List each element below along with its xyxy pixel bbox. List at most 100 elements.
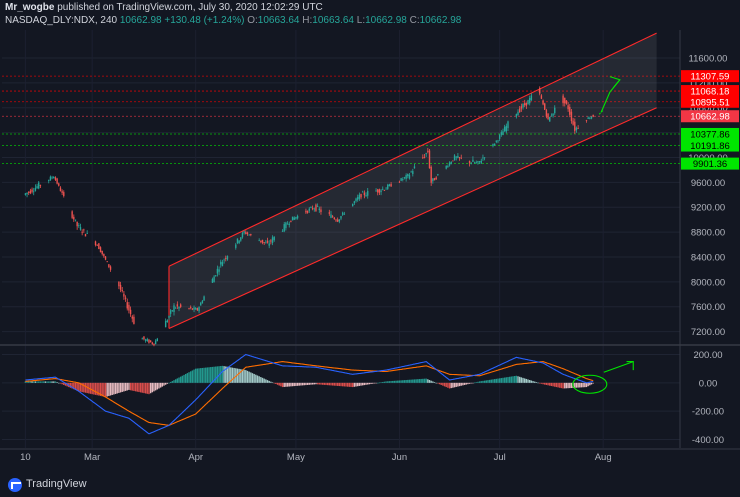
low-label: L: xyxy=(356,15,366,26)
candle-body xyxy=(195,308,197,310)
histogram-bar xyxy=(465,382,467,385)
candle-body xyxy=(549,117,551,122)
candle-body xyxy=(452,160,454,162)
candle-body xyxy=(36,186,38,189)
candle-body xyxy=(432,178,434,182)
histogram-bar xyxy=(562,382,564,389)
candle-body xyxy=(387,184,389,189)
histogram-bar xyxy=(44,381,47,383)
macd-highlight-ellipse xyxy=(572,374,608,394)
candle-body xyxy=(552,113,554,116)
histogram-bar xyxy=(560,382,563,389)
histogram-bar xyxy=(570,382,573,388)
candle-body xyxy=(261,239,264,243)
histogram-bar xyxy=(71,382,73,389)
histogram-bar xyxy=(48,381,50,383)
candle-body xyxy=(574,121,576,132)
candle-body xyxy=(131,316,133,319)
histogram-bar xyxy=(527,379,529,383)
histogram-bar xyxy=(520,377,523,383)
candle-body xyxy=(188,308,190,309)
histogram-bar xyxy=(575,382,578,388)
histogram-bar xyxy=(203,367,205,383)
candle-body xyxy=(103,253,105,257)
histogram-bar xyxy=(417,379,419,383)
histogram-bar xyxy=(245,370,247,383)
histogram-bar xyxy=(205,367,207,383)
histogram-bar xyxy=(585,382,588,388)
histogram-bar xyxy=(141,382,143,393)
candle-body xyxy=(547,113,549,120)
histogram-bar xyxy=(517,376,519,383)
symbol-name[interactable]: NASDAQ_DLY:NDX, 240 xyxy=(5,15,118,26)
histogram-bar xyxy=(564,382,566,389)
histogram-bar xyxy=(171,381,174,383)
histogram-bar xyxy=(547,382,549,386)
candle-body xyxy=(213,276,215,283)
candle-body xyxy=(171,310,174,312)
candle-body xyxy=(34,187,37,191)
histogram-bar xyxy=(375,382,377,384)
histogram-bar xyxy=(574,382,576,388)
candle-body xyxy=(54,177,57,180)
histogram-bar xyxy=(443,382,446,387)
histogram-bar xyxy=(213,366,215,383)
histogram-bar xyxy=(323,382,326,385)
candle-body xyxy=(400,178,402,181)
histogram-bar xyxy=(440,382,442,385)
candle-body xyxy=(198,306,200,312)
candle-body xyxy=(502,131,504,136)
candle-body xyxy=(570,111,573,121)
histogram-bar xyxy=(139,382,142,393)
histogram-bar xyxy=(111,382,113,395)
histogram-bar xyxy=(453,382,456,388)
candle-body xyxy=(577,127,579,129)
price-level-label: 10895.51 xyxy=(690,97,730,108)
high-value: 10663.64 xyxy=(312,15,354,26)
candle-body xyxy=(178,306,180,309)
candle-body xyxy=(293,217,295,220)
candle-body xyxy=(363,192,366,196)
histogram-bar xyxy=(392,380,394,383)
histogram-bar xyxy=(313,382,315,385)
candle-body xyxy=(308,208,310,211)
histogram-bar xyxy=(253,373,255,383)
candle-body xyxy=(503,126,506,132)
histogram-bar xyxy=(190,371,192,383)
histogram-bar xyxy=(587,382,589,387)
candle-body xyxy=(288,223,290,225)
histogram-bar xyxy=(373,382,376,384)
candle-body xyxy=(355,198,357,201)
histogram-bar xyxy=(385,381,387,383)
histogram-bar xyxy=(402,380,404,383)
published-text: published on TradingView.com, July 30, 2… xyxy=(57,2,323,13)
histogram-bar xyxy=(458,382,461,387)
candle-body xyxy=(153,343,155,346)
histogram-bar xyxy=(360,382,362,386)
candle-body xyxy=(473,162,476,164)
candle-body xyxy=(141,338,143,340)
histogram-bar xyxy=(134,382,137,392)
histogram-bar xyxy=(39,381,42,383)
time-axis-label: Jun xyxy=(392,452,407,463)
histogram-bar xyxy=(493,379,496,383)
brand-name[interactable]: TradingView xyxy=(26,478,87,490)
histogram-bar xyxy=(565,382,568,389)
histogram-bar xyxy=(316,382,319,385)
tradingview-logo-icon[interactable] xyxy=(8,478,22,492)
histogram-bar xyxy=(418,379,421,383)
author-name[interactable]: Mr_wogbe xyxy=(5,2,55,13)
candle-body xyxy=(423,157,426,158)
candles xyxy=(24,86,594,347)
histogram-bar xyxy=(580,382,583,388)
candle-body xyxy=(218,269,220,272)
chart-area[interactable]: 7200.00 7600.00 8000.00 8400.00 8800.00 9200.… xyxy=(0,30,740,470)
candle-body xyxy=(28,192,30,193)
histogram-bar xyxy=(428,380,431,383)
histogram-bar xyxy=(592,382,594,384)
candle-body xyxy=(84,234,87,237)
candle-body xyxy=(498,135,501,139)
histogram-bar xyxy=(346,382,349,387)
candle-body xyxy=(290,220,292,222)
candle-body xyxy=(351,203,354,207)
